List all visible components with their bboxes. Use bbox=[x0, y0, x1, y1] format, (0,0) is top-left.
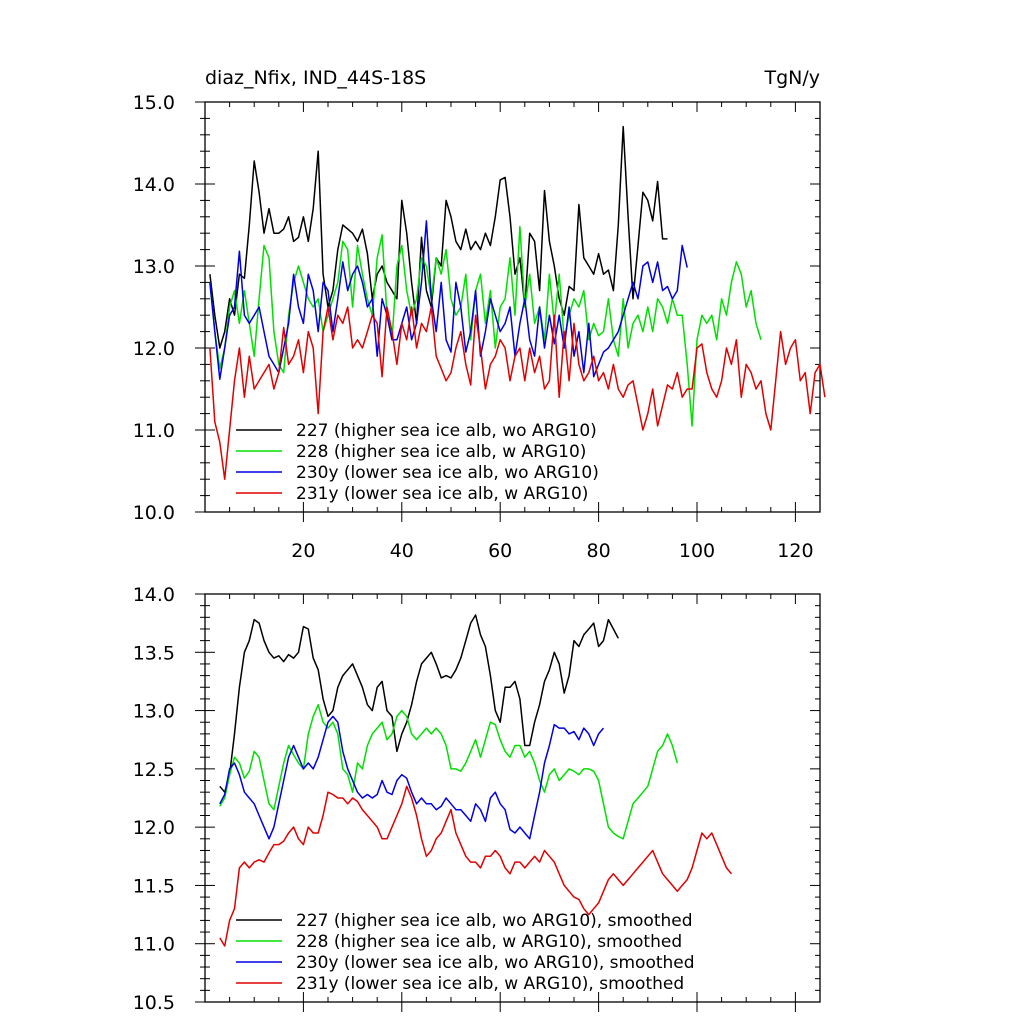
x-tick-label: 120 bbox=[777, 540, 813, 562]
y-tick-label: 15.0 bbox=[133, 92, 175, 114]
series-line-0 bbox=[209, 125, 668, 349]
series-line-3 bbox=[219, 785, 732, 947]
series-line-1 bbox=[209, 225, 762, 427]
y-tick-label: 13.0 bbox=[133, 256, 175, 278]
series-line-2 bbox=[209, 220, 688, 380]
y-tick-label: 12.0 bbox=[133, 338, 175, 360]
x-tick-label: 40 bbox=[390, 540, 414, 562]
y-tick-label: 14.0 bbox=[133, 174, 175, 196]
legend-entry: 227 (higher sea ice alb, wo ARG10) bbox=[296, 421, 597, 441]
legend-entry: 227 (higher sea ice alb, wo ARG10), smoo… bbox=[296, 911, 693, 931]
top-panel: diaz_Nfix, IND_44S-18S TgN/y 20 40 60 80 100 12… bbox=[133, 67, 826, 562]
legend-entry: 228 (higher sea ice alb, w ARG10) bbox=[296, 442, 586, 462]
legend-entry: 230y (lower sea ice alb, wo ARG10), smoo… bbox=[296, 953, 695, 973]
y-tick-label: 13.0 bbox=[133, 701, 175, 723]
x-tick-label: 20 bbox=[291, 540, 315, 562]
x-tick-label: 60 bbox=[488, 540, 512, 562]
legend-entry: 230y (lower sea ice alb, wo ARG10) bbox=[296, 463, 599, 483]
y-tick-label: 10.0 bbox=[133, 502, 175, 524]
legend-entry: 231y (lower sea ice alb, w ARG10) bbox=[296, 484, 588, 504]
plot-frame bbox=[204, 593, 821, 1003]
legend-entry: 231y (lower sea ice alb, w ARG10), smoot… bbox=[296, 974, 684, 994]
legend: 227 (higher sea ice alb, wo ARG10), smoo… bbox=[236, 911, 695, 994]
y-tick-label: 14.0 bbox=[133, 584, 175, 606]
y-tick-label: 11.0 bbox=[133, 420, 175, 442]
x-tick-label: 100 bbox=[679, 540, 715, 562]
bottom-panel: 10.5 11.0 11.5 12.0 12.5 13.0 13.5 14.0 227 (hig… bbox=[133, 584, 821, 1014]
x-tick-label: 80 bbox=[587, 540, 611, 562]
legend: 227 (higher sea ice alb, wo ARG10)228 (h… bbox=[236, 421, 599, 504]
units-label: TgN/y bbox=[763, 67, 820, 89]
chart-title: diaz_Nfix, IND_44S-18S bbox=[205, 67, 426, 89]
plot-frame bbox=[204, 101, 821, 513]
y-tick-label: 10.5 bbox=[133, 992, 175, 1014]
y-tick-label: 13.5 bbox=[133, 642, 175, 664]
y-tick-label: 11.5 bbox=[133, 875, 175, 897]
series-line-1 bbox=[219, 703, 679, 840]
series-line-2 bbox=[219, 715, 605, 840]
series-line-3 bbox=[209, 306, 826, 480]
y-tick-label: 11.0 bbox=[133, 934, 175, 956]
y-tick-label: 12.5 bbox=[133, 759, 175, 781]
legend-entry: 228 (higher sea ice alb, w ARG10), smoot… bbox=[296, 932, 682, 952]
y-tick-label: 12.0 bbox=[133, 817, 175, 839]
series-line-0 bbox=[219, 614, 619, 793]
